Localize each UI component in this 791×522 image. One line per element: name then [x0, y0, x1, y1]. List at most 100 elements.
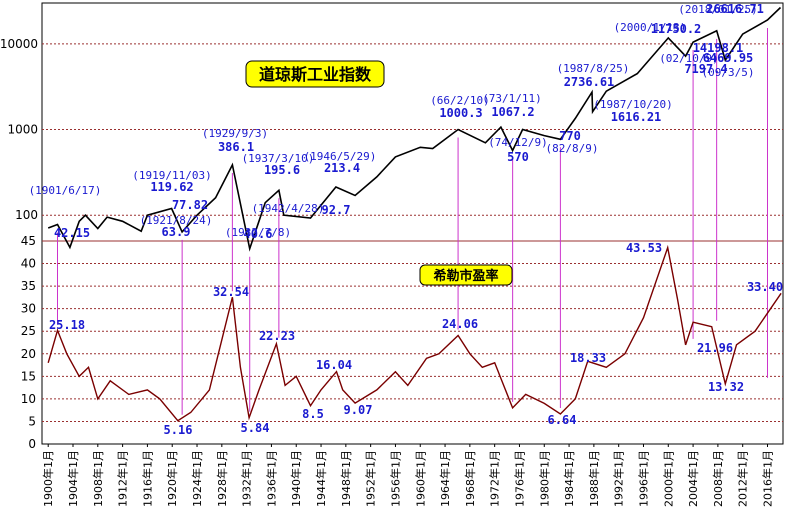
- x-tick-labels: 1900年1月 1904年1月 1908年1月 1912年1月 1916年1月 1920年…: [41, 444, 774, 507]
- plot-frame: [41, 2, 784, 445]
- dow-title-box: 道琼斯工业指数: [245, 60, 385, 88]
- dow-annotation-value: 213.4: [324, 161, 360, 175]
- x-tick-label: 1984年1月: [562, 450, 576, 507]
- x-tick-label: 1944年1月: [314, 450, 328, 507]
- x-tick-label: 1988年1月: [587, 450, 601, 507]
- cape-annotation-value: 33.40: [747, 280, 783, 294]
- cape-y-ticks: 0 5 10 15 20 25 30 35 40 45: [21, 234, 36, 451]
- cape-y-tick-label: 0: [28, 437, 36, 451]
- event-markers: [57, 27, 768, 415]
- x-tick-label: 2008年1月: [711, 450, 725, 507]
- dow-annotation-value: 195.6: [264, 163, 300, 177]
- x-tick-label: 2012年1月: [736, 450, 750, 507]
- dow-chart-title: 道琼斯工业指数: [259, 65, 372, 84]
- cape-annotation-value: 5.84: [241, 421, 270, 435]
- dow-annotation-date: (1987/10/20): [593, 98, 672, 111]
- dow-annotation-date: (02/10/9): [659, 52, 719, 65]
- cape-y-tick-label: 30: [21, 302, 36, 316]
- dow-annotation-date: (1932/7/8): [225, 226, 291, 239]
- cape-y-tick-label: 45: [21, 234, 36, 248]
- cape-annotation-value: 32.54: [213, 285, 249, 299]
- grid-lines: [42, 43, 783, 422]
- dow-annotation-date: (1921/8/24): [140, 214, 213, 227]
- cape-annotation-value: 22.23: [259, 329, 295, 343]
- cape-annotation-value: 43.53: [626, 241, 662, 255]
- x-tick-label: 1908年1月: [91, 450, 105, 507]
- cape-chart-title: 希勒市盈率: [433, 268, 498, 284]
- dow-annotation-value: 42.15: [54, 226, 90, 240]
- dow-annotation-value: 570: [507, 150, 529, 164]
- x-tick-label: 2004年1月: [686, 450, 700, 507]
- dow-annotation-date: (1929/9/3): [202, 127, 268, 140]
- cape-annotation-value: 8.5: [302, 407, 324, 421]
- dow-annotation-date: (09/3/5): [702, 66, 755, 79]
- x-tick-label: 1900年1月: [41, 450, 55, 507]
- x-tick-label: 1976年1月: [512, 450, 526, 507]
- cape-y-tick-label: 40: [21, 257, 36, 271]
- dow-annotation-date: (2000/1/13): [614, 21, 687, 34]
- x-tick-label: 1968年1月: [463, 450, 477, 507]
- cape-annotation-value: 25.18: [49, 318, 85, 332]
- x-tick-label: 2016年1月: [760, 450, 774, 507]
- cape-annotation-value: 21.96: [697, 341, 733, 355]
- x-tick-label: 1936年1月: [264, 450, 278, 507]
- x-tick-label: 1924年1月: [190, 450, 204, 507]
- x-tick-label: 1932年1月: [240, 450, 254, 507]
- dow-annotation-value: 2736.61: [564, 75, 615, 89]
- dow-annotation-date: (1987/8/25): [557, 62, 630, 75]
- dow-annotation-value: 1616.21: [611, 110, 662, 124]
- dow-annotation-date: (1946/5/29): [304, 150, 377, 163]
- dow-annotation-date: (66/2/10): [430, 94, 490, 107]
- cape-annotations: 25.18 5.16 32.54 5.84 22.23 8.5 16.04 9.07 24.06…: [49, 241, 783, 437]
- dow-y-ticks: 100 1000 10000: [0, 37, 38, 222]
- cape-y-tick-label: 5: [28, 414, 36, 428]
- dow-annotation-date: (73/1/11): [482, 92, 542, 105]
- dow-annotation-value: 1000.3: [439, 106, 482, 120]
- cape-annotation-value: 9.07: [344, 403, 373, 417]
- dow-annotation-date: (74/12/9): [488, 136, 548, 149]
- x-tick-label: 1904年1月: [66, 450, 80, 507]
- x-tick-label: 1928年1月: [215, 450, 229, 507]
- cape-title-box: 希勒市盈率: [419, 264, 513, 286]
- cape-annotation-value: 6.64: [548, 413, 577, 427]
- cape-y-tick-label: 20: [21, 347, 36, 361]
- x-tick-label: 2000年1月: [661, 450, 675, 507]
- cape-y-tick-label: 10: [21, 392, 36, 406]
- x-tick-label: 1980年1月: [537, 450, 551, 507]
- cape-annotation-value: 13.32: [708, 380, 744, 394]
- dow-annotation-value: 386.1: [218, 140, 254, 154]
- dow-annotation-value: 11750.2: [651, 22, 702, 36]
- dow-annotation-date: (1901/6/17): [29, 184, 102, 197]
- dow-annotation-value: 26616.71: [706, 2, 764, 16]
- x-tick-label: 1916年1月: [140, 450, 154, 507]
- x-tick-label: 1920年1月: [165, 450, 179, 507]
- cape-annotation-value: 16.04: [316, 358, 352, 372]
- dow-y-tick-label: 10000: [0, 37, 38, 51]
- x-tick-label: 1956年1月: [388, 450, 402, 507]
- dow-annotation-value: 770: [559, 129, 581, 143]
- x-tick-label: 1912年1月: [116, 450, 130, 507]
- dow-annotation-date: (1937/3/10): [242, 152, 315, 165]
- dow-annotation-value: 77.82: [172, 198, 208, 212]
- cape-y-tick-label: 35: [21, 279, 36, 293]
- x-tick-label: 1992年1月: [612, 450, 626, 507]
- dow-annotation-date: (82/8/9): [546, 142, 599, 155]
- cape-annotation-value: 18.33: [570, 351, 606, 365]
- cape-y-tick-label: 25: [21, 324, 36, 338]
- x-tick-label: 1940年1月: [289, 450, 303, 507]
- cape-annotation-value: 24.06: [442, 317, 478, 331]
- dow-annotation-date: (2018/01/25): [678, 3, 757, 16]
- x-tick-label: 1960年1月: [413, 450, 427, 507]
- x-tick-label: 1964年1月: [438, 450, 452, 507]
- dow-annotation-date: (1942/4/28): [252, 202, 325, 215]
- x-tick-label: 1952年1月: [364, 450, 378, 507]
- dow-annotations: (1901/6/17) 77.82 42.15 (1919/11/03)119.62 (…: [29, 2, 764, 241]
- dow-annotation-value: 7197.4: [684, 62, 727, 76]
- dow-annotation-value: 14198.1: [693, 41, 744, 55]
- cape-annotation-value: 5.16: [164, 423, 193, 437]
- dow-annotation-value: 6469.95: [703, 51, 754, 65]
- dow-annotation-date: (1919/11/03): [132, 169, 211, 182]
- dow-annotation-value: 1067.2: [491, 105, 534, 119]
- cape-y-tick-label: 15: [21, 369, 36, 383]
